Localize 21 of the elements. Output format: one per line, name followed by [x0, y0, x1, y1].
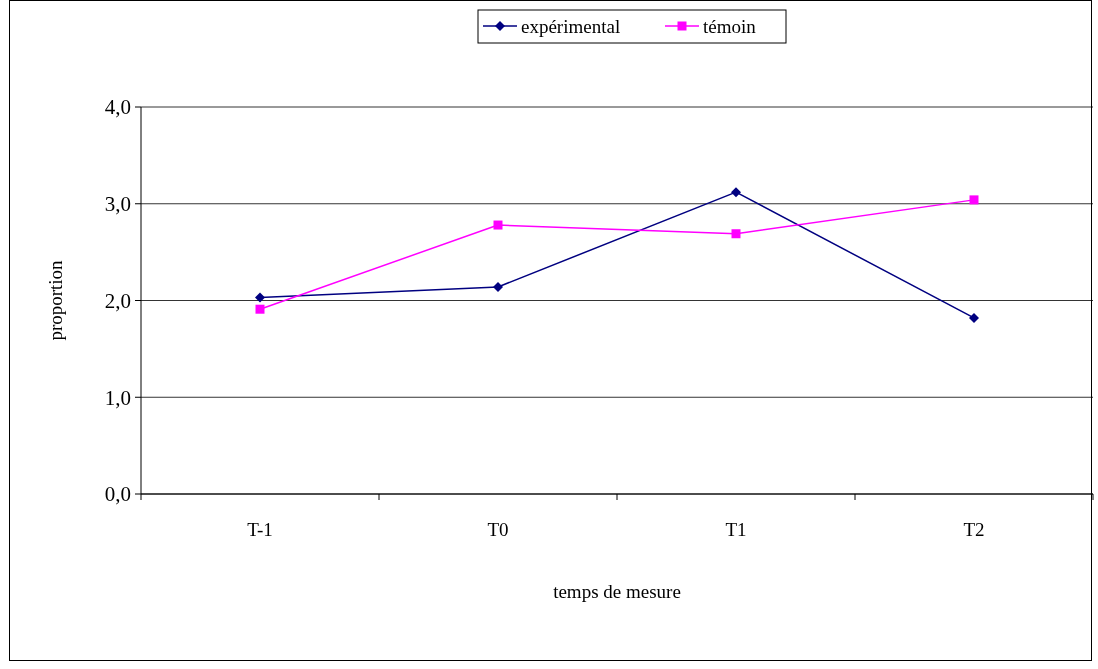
x-axis-title: temps de mesure	[553, 581, 681, 602]
legend-label: expérimental	[521, 15, 621, 37]
y-tick-label: 2,0	[104, 288, 131, 313]
point	[731, 187, 741, 198]
x-tick-label: T1	[725, 519, 747, 540]
y-tick-label: 0,0	[104, 482, 131, 507]
y-axis-title: proportion	[45, 259, 66, 341]
point	[493, 281, 503, 292]
x-tick-label: T0	[487, 519, 509, 540]
x-tick-label: T2	[963, 519, 985, 540]
point	[969, 195, 979, 205]
point	[255, 304, 265, 314]
point	[969, 312, 979, 323]
y-tick-label: 3,0	[104, 192, 131, 217]
point	[731, 229, 741, 239]
x-tick-label: T-1	[247, 519, 273, 540]
point	[493, 220, 503, 230]
legend-label: témoin	[703, 15, 757, 37]
y-tick-label: 1,0	[104, 385, 131, 410]
y-tick-label: 4,0	[104, 95, 131, 120]
point	[255, 292, 265, 303]
